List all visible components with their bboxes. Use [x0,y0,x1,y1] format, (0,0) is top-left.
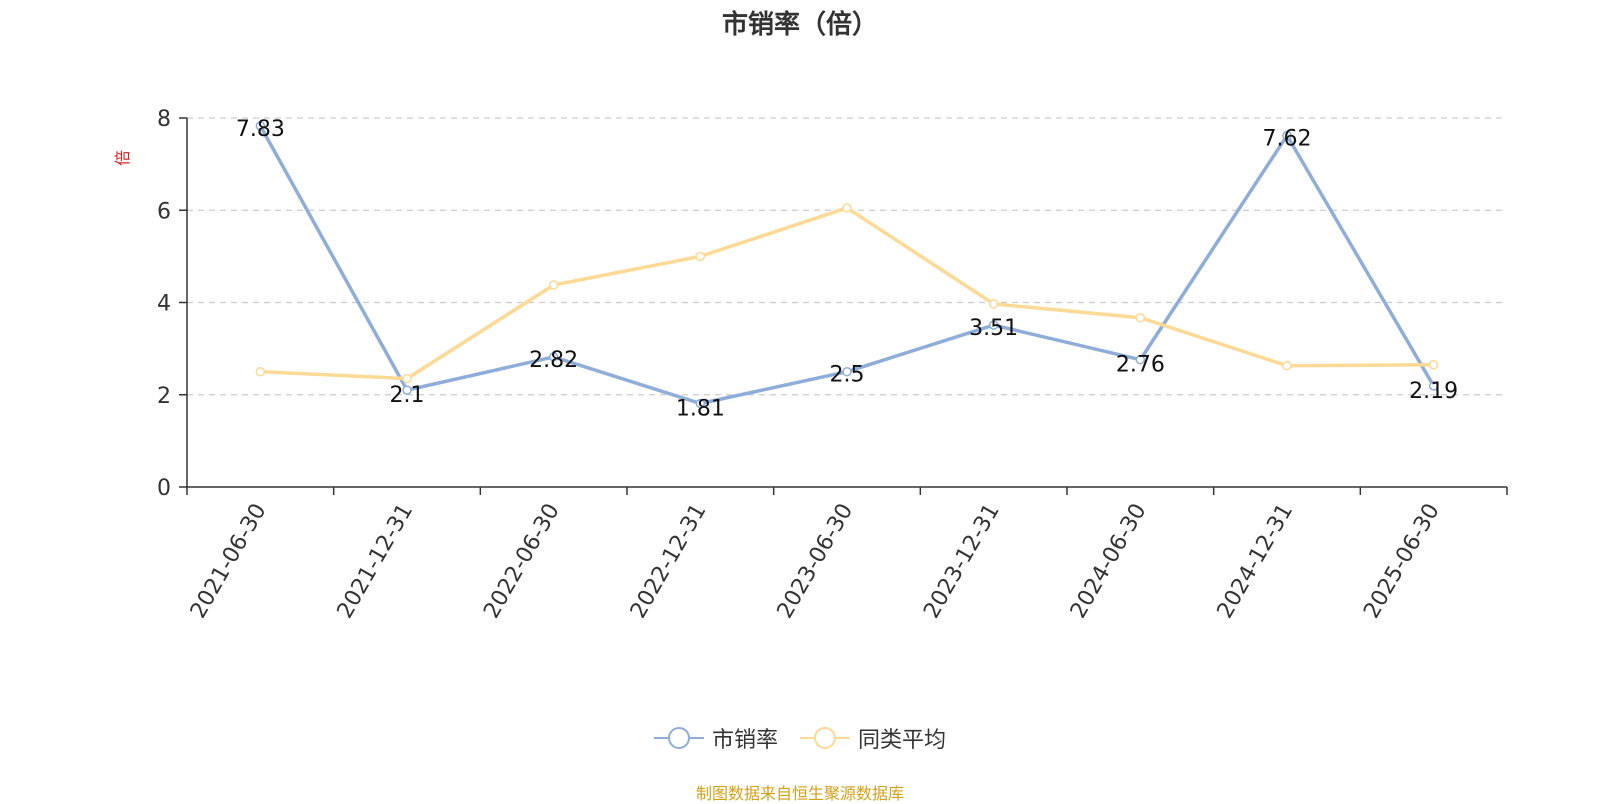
series-line-2 [260,206,1434,381]
x-tick-label: 2022-12-31 [626,500,712,623]
data-label: 2.82 [529,348,578,373]
x-tick-label: 2021-06-30 [186,500,272,623]
data-point-series-1 [255,121,266,131]
x-tick-label: 2023-06-30 [773,500,859,623]
legend-label-series-2: 同类平均 [858,728,947,753]
data-point-series-2 [255,366,266,377]
data-point-series-2 [1428,360,1439,370]
y-tick-label: 4 [157,292,171,317]
data-point-series-2 [695,251,706,262]
y-tick-label: 0 [157,476,171,501]
y-axis-label: 倍 [113,150,132,166]
data-label: 2.76 [1116,353,1165,378]
data-label: 2.5 [830,363,865,388]
legend-symbol-circle-icon [800,727,850,749]
data-point-series-1 [988,320,999,330]
data-label: 3.51 [969,316,1018,341]
data-point-series-1 [1428,381,1439,391]
data-point-series-2 [1282,360,1292,371]
legend-label-series-1: 市销率 [711,728,778,753]
data-label: 7.62 [1263,127,1312,152]
x-tick-label: 2023-12-31 [919,500,1005,623]
data-label: 7.83 [236,117,285,142]
data-point-series-2 [988,299,999,309]
x-tick-label: 2025-06-30 [1359,500,1445,623]
y-tick-label: 8 [157,107,171,132]
legend-item-series-2[interactable]: 同类平均 [800,722,946,754]
y-tick-label: 6 [157,199,171,224]
legend-symbol-circle-icon [653,727,704,749]
data-label: 2.1 [390,383,425,408]
data-point-series-1 [1282,130,1292,141]
x-tick-label: 2022-06-30 [479,500,565,623]
data-point-series-1 [1135,354,1146,365]
data-point-series-1 [842,366,852,377]
source-note: 制图数据来自恒生聚源数据库 [695,784,904,803]
data-point-series-2 [402,373,412,384]
x-tick-label: 2024-06-30 [1066,500,1152,623]
data-point-series-1 [548,352,559,362]
data-label: 1.81 [676,397,725,422]
legend-item-series-1[interactable]: 市销率 [653,722,778,754]
x-tick-label: 2024-12-31 [1213,500,1299,623]
data-point-series-2 [842,203,852,213]
data-point-series-2 [1135,312,1146,323]
data-point-series-1 [695,398,706,409]
x-tick-label: 2021-12-31 [333,500,419,623]
chart-title: 市销率（倍） [721,10,878,40]
data-label: 2.19 [1409,379,1458,404]
data-point-series-2 [548,280,559,290]
data-point-series-1 [402,385,412,395]
legend: 市销率 同类平均 [0,722,1600,754]
y-tick-label: 2 [157,384,171,409]
